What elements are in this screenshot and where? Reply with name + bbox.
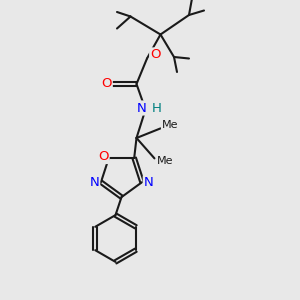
Text: O: O (101, 77, 112, 90)
Text: Me: Me (162, 120, 178, 130)
Text: N: N (144, 176, 154, 189)
Text: N: N (89, 176, 99, 189)
Text: H: H (152, 101, 162, 115)
Text: O: O (98, 150, 109, 163)
Text: O: O (150, 48, 161, 62)
Text: N: N (137, 101, 147, 115)
Text: Me: Me (157, 156, 173, 166)
